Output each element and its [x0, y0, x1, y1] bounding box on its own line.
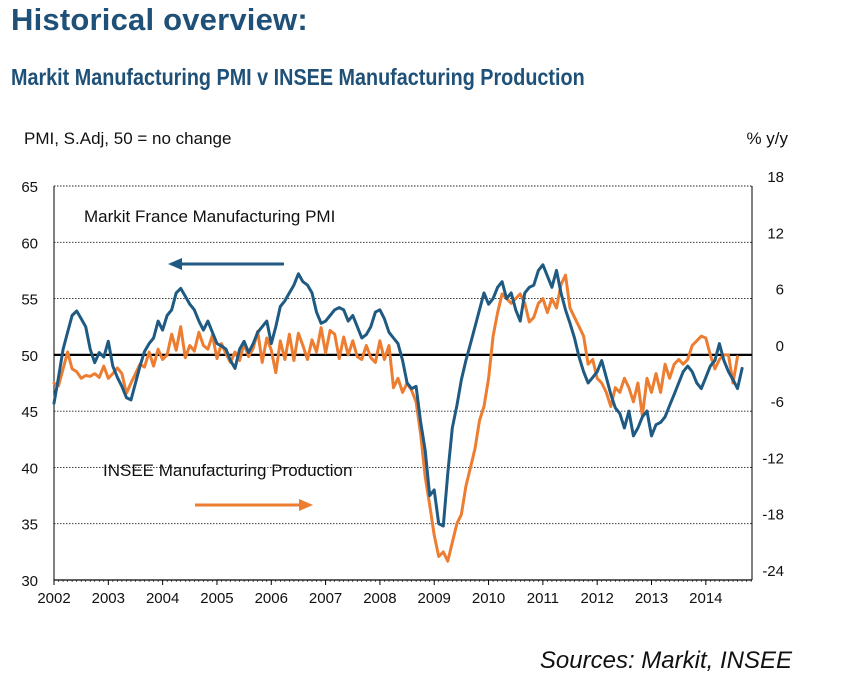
y-axis-label-left: PMI, S.Adj, 50 = no change	[24, 129, 231, 148]
x-tick-label: 2006	[255, 590, 288, 607]
y-tick-label-right: -18	[762, 507, 784, 524]
x-tick-label: 2004	[146, 590, 179, 607]
series-line-pmi	[52, 263, 744, 528]
x-tick-label: 2013	[635, 590, 668, 607]
x-tick-label: 2012	[581, 590, 614, 607]
x-tick-label: 2014	[689, 590, 722, 607]
arrow-right-icon	[195, 499, 313, 511]
source-note: Sources: Markit, INSEE	[539, 647, 792, 674]
x-tick-label: 2010	[472, 590, 505, 607]
x-tick-label: 2009	[418, 590, 451, 607]
y-tick-label-left: 35	[21, 517, 38, 534]
x-tick-label: 2011	[527, 590, 559, 607]
y-tick-label-left: 45	[21, 404, 38, 421]
y-tick-label-left: 50	[21, 348, 38, 365]
series-line-insee	[52, 273, 739, 563]
x-tick-label: 2005	[200, 590, 233, 607]
y-tick-label-right: -6	[771, 394, 784, 411]
x-tick-label: 2003	[92, 590, 125, 607]
x-tick-label: 2008	[363, 590, 396, 607]
y-tick-label-left: 40	[21, 460, 38, 477]
y-tick-label-right: -12	[762, 450, 784, 467]
y-axis-label-right: % y/y	[746, 129, 788, 148]
x-tick-label: 2007	[309, 590, 342, 607]
y-tick-label-right: -24	[762, 563, 784, 580]
arrow-left-icon	[168, 258, 284, 270]
y-axis-left: 30 35 40 45 50 55 60 65	[21, 179, 38, 590]
y-tick-label-left: 30	[21, 573, 38, 590]
page-title: Historical overview:	[11, 2, 308, 37]
y-tick-label-right: 0	[776, 338, 784, 355]
chart-area: PMI, S.Adj, 50 = no change % y/y 30 35 40 4…	[21, 129, 788, 607]
annotation-pmi-label: Markit France Manufacturing PMI	[84, 207, 335, 226]
series-group	[52, 263, 744, 563]
x-tick-label: 2002	[37, 590, 70, 607]
y-axis-right: -24 -18 -12 -6 0 6 12 18	[762, 169, 784, 580]
annotation-insee-label: INSEE Manufacturing Production	[103, 461, 352, 480]
y-tick-label-right: 6	[776, 282, 784, 299]
y-tick-label-left: 60	[21, 235, 38, 252]
y-tick-label-right: 12	[767, 225, 784, 242]
annotations: Markit France Manufacturing PMI INSEE Ma…	[84, 207, 352, 511]
x-axis: 2002 2003 2004 2005 2006 2007 2008 2009 2010 2011…	[37, 186, 753, 607]
y-tick-label-left: 55	[21, 292, 38, 309]
y-tick-label-left: 65	[21, 179, 38, 196]
chart-subtitle: Markit Manufacturing PMI v INSEE Manufac…	[11, 64, 585, 90]
gridlines	[54, 185, 752, 525]
y-tick-label-right: 18	[767, 169, 784, 186]
